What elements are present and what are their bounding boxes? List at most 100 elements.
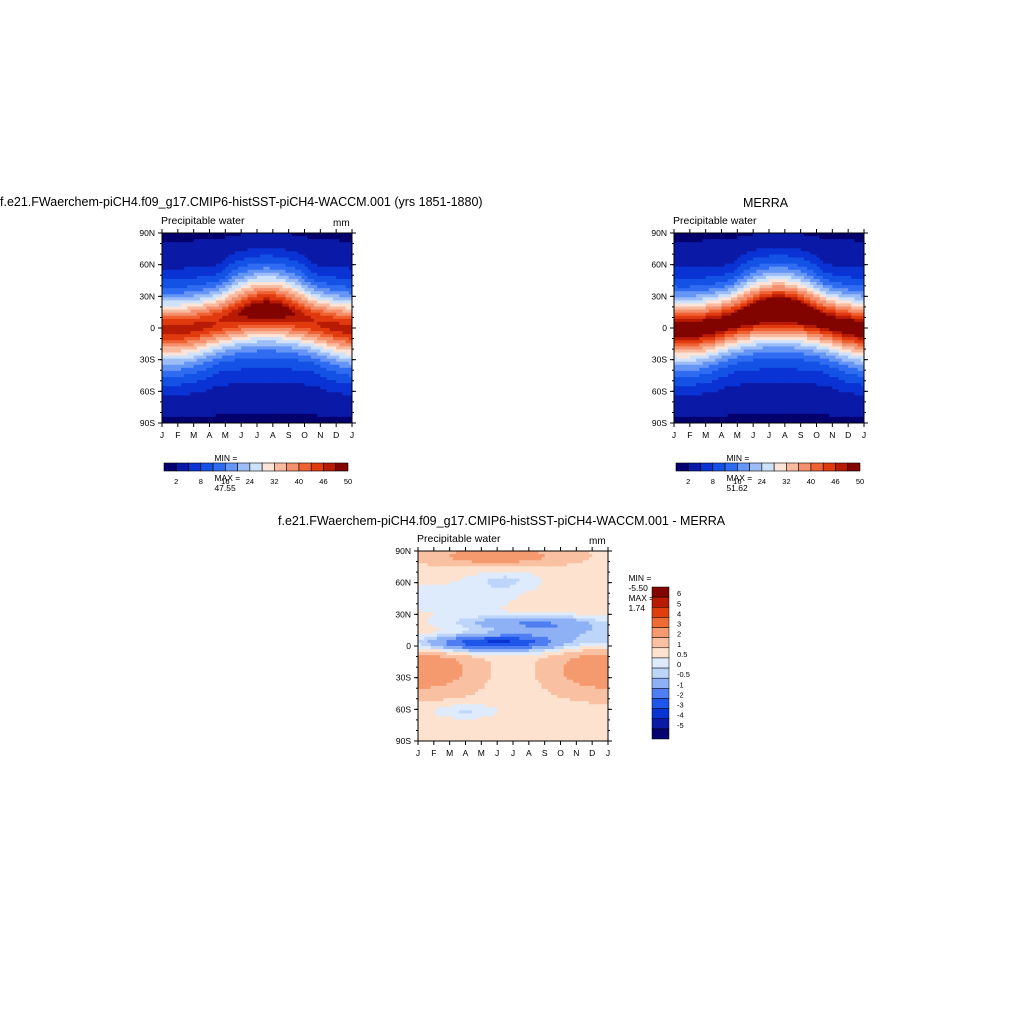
contour-cell <box>298 373 302 378</box>
contour-cell <box>310 349 315 353</box>
contour-cell <box>336 303 340 307</box>
contour-cell <box>282 395 286 399</box>
contour-cell <box>263 355 267 360</box>
contour-cell <box>794 233 798 237</box>
contour-cell <box>257 318 261 323</box>
contour-cell <box>177 383 182 387</box>
contour-cell <box>234 413 239 418</box>
contour-cell <box>291 392 296 396</box>
contour-cell <box>231 343 236 347</box>
contour-cell <box>314 377 318 381</box>
contour-cell <box>282 398 286 402</box>
contour-cell <box>683 288 688 292</box>
contour-cell <box>206 407 210 412</box>
contour-cell <box>819 285 824 289</box>
contour-cell <box>329 269 334 274</box>
contour-cell <box>345 294 350 298</box>
contour-cell <box>800 260 805 265</box>
contour-cell <box>193 407 198 412</box>
contour-cell <box>816 251 821 255</box>
contour-cell <box>266 419 271 424</box>
contour-cell <box>291 269 296 274</box>
contour-cell <box>285 395 290 399</box>
contour-cell <box>301 260 305 265</box>
contour-cell <box>310 343 315 347</box>
contour-cell <box>689 269 694 274</box>
contour-cell <box>165 324 169 329</box>
contour-cell <box>797 275 802 280</box>
contour-cell <box>848 236 852 240</box>
contour-cell <box>162 312 166 317</box>
contour-cell <box>333 398 337 402</box>
contour-cell <box>317 285 321 289</box>
contour-cell <box>310 334 315 338</box>
contour-cell <box>177 340 182 344</box>
contour-cell <box>304 398 309 402</box>
contour-cell <box>276 245 280 249</box>
contour-cell <box>212 355 217 360</box>
contour-cell <box>301 291 305 295</box>
contour-cell <box>215 297 220 301</box>
contour-cell <box>336 257 340 261</box>
contour-cell <box>181 413 185 418</box>
contour-cell <box>222 239 226 243</box>
contour-cell <box>718 278 722 283</box>
contour-cell <box>288 395 293 399</box>
contour-cell <box>718 242 722 246</box>
contour-cell <box>342 309 347 314</box>
contour-cell <box>206 257 210 261</box>
contour-cell <box>212 328 217 332</box>
contour-cell <box>168 346 172 350</box>
contour-cell <box>263 407 267 412</box>
contour-cell <box>832 266 836 271</box>
contour-cell <box>279 361 283 366</box>
contour-cell <box>206 419 210 424</box>
contour-cell <box>762 248 767 252</box>
contour-cell <box>250 407 255 412</box>
contour-cell <box>225 334 229 338</box>
contour-cell <box>291 404 296 409</box>
contour-cell <box>345 352 350 356</box>
contour-cell <box>838 245 843 249</box>
contour-cell <box>336 386 340 390</box>
contour-cell <box>215 386 220 390</box>
contour-cell <box>788 282 792 286</box>
contour-cell <box>333 297 337 301</box>
contour-cell <box>718 288 722 292</box>
contour-cell <box>244 291 248 295</box>
contour-cell <box>247 294 252 298</box>
contour-cell <box>174 288 179 292</box>
contour-cell <box>329 245 334 249</box>
contour-cell <box>342 364 347 369</box>
contour-cell <box>244 407 248 412</box>
contour-cell <box>200 416 204 421</box>
contour-cell <box>244 401 248 406</box>
contour-cell <box>212 315 217 320</box>
contour-cell <box>238 233 242 237</box>
contour-cell <box>310 288 315 292</box>
contour-cell <box>162 416 166 421</box>
contour-cell <box>165 328 169 332</box>
contour-cell <box>206 263 210 268</box>
contour-cell <box>266 410 271 415</box>
contour-cell <box>193 389 198 393</box>
contour-cell <box>212 373 217 378</box>
contour-cell <box>241 263 245 268</box>
contour-cell <box>317 392 321 396</box>
contour-cell <box>746 257 751 261</box>
contour-cell <box>829 288 833 292</box>
contour-cell <box>765 257 770 261</box>
contour-cell <box>307 260 312 265</box>
contour-cell <box>288 282 293 286</box>
contour-cell <box>209 407 214 412</box>
contour-cell <box>288 407 293 412</box>
contour-cell <box>260 370 264 375</box>
contour-cell <box>171 288 176 292</box>
contour-cell <box>228 377 233 381</box>
contour-cell <box>203 358 207 363</box>
contour-cell <box>184 392 188 396</box>
contour-cell <box>162 291 166 295</box>
contour-cell <box>329 236 334 240</box>
contour-cell <box>348 282 353 286</box>
contour-cell <box>336 309 340 314</box>
